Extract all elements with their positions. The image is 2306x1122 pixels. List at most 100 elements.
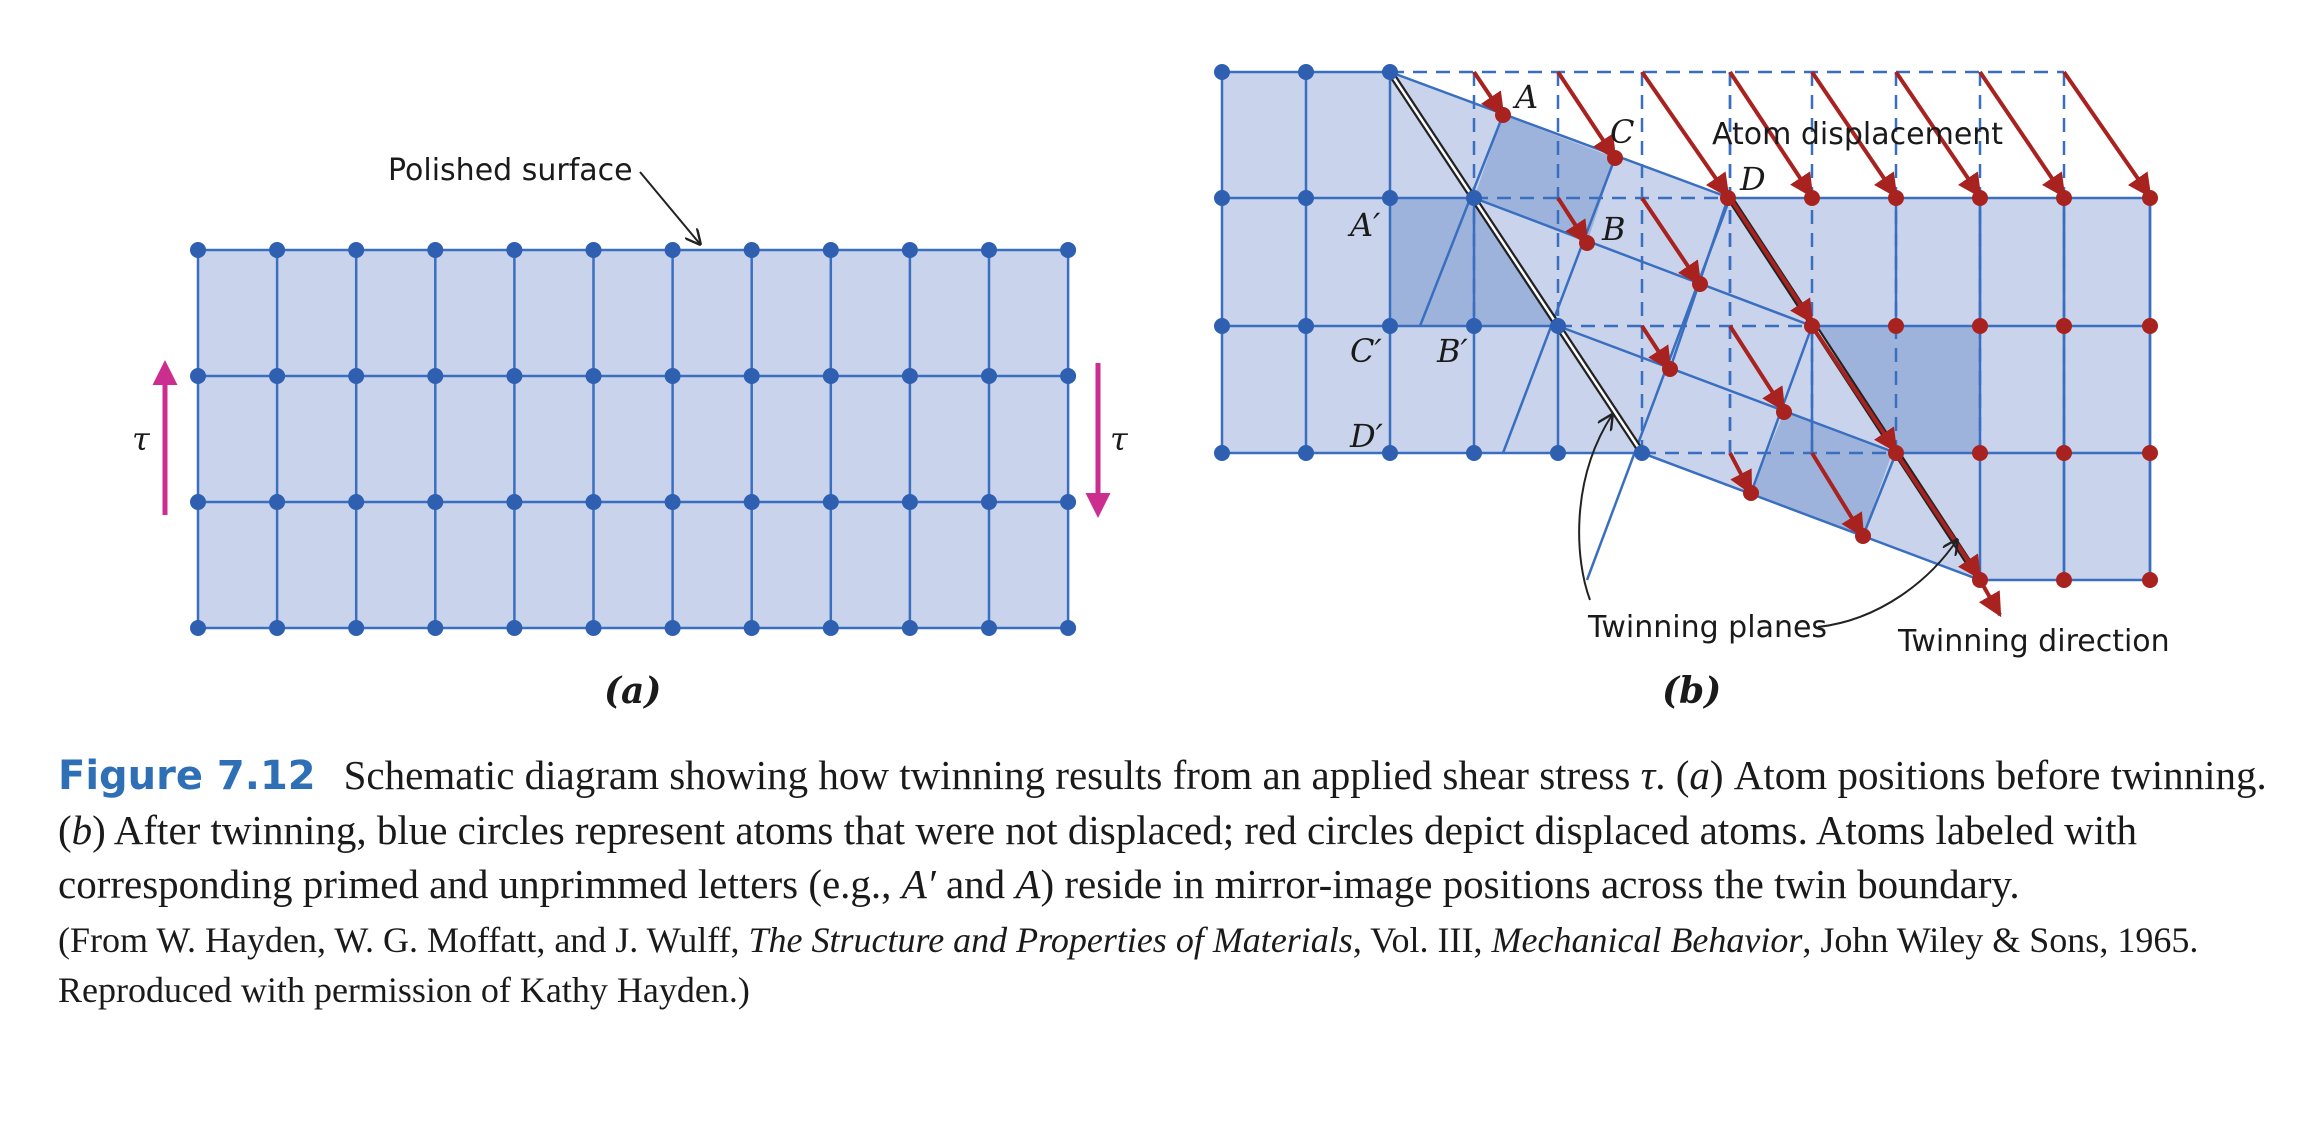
lattice-atoms [190,242,1077,636]
twinning-plane-left [1387,70,1645,455]
atom [1060,242,1077,258]
atom-label-D: D [1739,160,1766,198]
panel-a-sublabel: (a) [604,670,661,712]
atom [348,494,365,510]
atom-undisplaced [1382,190,1398,206]
atom-label-A-prime: A′ [1347,206,1381,244]
atom [664,620,681,636]
figure-caption: Figure 7.12 Schematic diagram showing how… [58,748,2288,1015]
figure-label: Figure 7.12 [58,753,316,799]
atom [1060,494,1077,510]
atom-displaced [1607,150,1623,166]
atom [743,242,760,258]
caption-text: ) reside in mirror-image positions acros… [1040,861,2020,907]
caption-tau: τ [1640,752,1656,798]
atom [981,620,997,636]
atom [822,494,839,510]
atom [269,494,286,510]
atom [585,368,602,384]
displacement-arrow [1556,196,1589,246]
caption-main: Figure 7.12 Schematic diagram showing how… [58,748,2288,911]
caption-a-prime: A′ [901,861,936,907]
atom-undisplaced [1550,318,1566,334]
tau-label-right: τ [1110,420,1129,458]
atom-displaced [1804,190,1820,206]
atom-displaced [1804,318,1820,334]
displacement-arrow [1556,70,1617,161]
highlight-twin-lower [1751,412,1892,536]
caption-text: ) Atom positions before twinning. ( [58,752,2267,853]
displacement-arrow [1640,70,1730,198]
atom-displaced [1662,361,1678,377]
atom [981,368,997,384]
atom-undisplaced [1298,190,1314,206]
atom [743,620,760,636]
displacement-arrow [1810,324,1898,453]
atom-label-B: B [1601,210,1626,248]
atom-undisplaced [1634,445,1650,461]
atom-displaced [2142,572,2158,588]
displacement-arrow [1728,70,1814,199]
atom-label-C: C [1610,113,1634,151]
twinning-planes-pointer-right [1817,540,1957,628]
atom-undisplaced [1214,64,1230,80]
twin-row-line [1641,451,1981,582]
atom-displaced [1495,107,1511,123]
lattice-atoms [1214,64,2158,588]
atom-undisplaced [1298,318,1314,334]
panel-a-lattice: Polished surface τ τ (a) [132,153,1129,712]
polished-surface-label: Polished surface [388,153,633,188]
atom-undisplaced [1382,318,1398,334]
highlight-cell-right [1812,326,1980,453]
caption-source: (From W. Hayden, W. G. Moffatt, and J. W… [58,915,2288,1015]
atom [901,494,918,510]
source-text: , Vol. III, [1352,920,1492,960]
atom-displaced [2056,445,2072,461]
atom-displaced [2056,572,2072,588]
twin-row-line [1557,324,1897,455]
atom-label-B-prime: B′ [1436,332,1469,370]
atom-undisplaced [1550,445,1566,461]
panel-b-lattice: A C D B A′ C′ B′ D′ Atom displacement Tw… [1214,64,2170,712]
atom-displaced [2056,318,2072,334]
atom-displaced [1888,190,1904,206]
atom [585,620,602,636]
source-text: , John Wiley & Sons, 1965. Reproduced wi… [58,920,2199,1010]
atom [190,242,206,258]
displacement-arrow [1978,70,2066,198]
caption-b: b [71,807,93,853]
atom-undisplaced [1382,64,1398,80]
atom-displaced [1972,445,1988,461]
twinning-direction-label: Twinning direction [1897,624,2170,659]
atom-displaced [1743,485,1759,501]
atom-displaced [1888,318,1904,334]
atom [1060,620,1077,636]
displacement-arrow [1894,451,1982,580]
atom [506,368,523,384]
atom-undisplaced [1466,445,1482,461]
atom [901,368,918,384]
atom-displaced [1972,572,1988,588]
atom [506,620,523,636]
atom [427,494,444,510]
atom-displaced [1720,190,1736,206]
displacement-arrow [1810,451,1865,539]
atom [190,368,206,384]
twin-row-line [1389,70,1731,200]
atom-displaced [2142,318,2158,334]
caption-text: . ( [1655,752,1690,798]
atom [269,368,286,384]
lattice-background [198,250,1068,628]
atom-undisplaced [1214,318,1230,334]
atom [822,242,839,258]
atom [585,242,602,258]
displacement-arrow [1728,196,1814,325]
atom [190,494,206,510]
atom [901,620,918,636]
tau-label-left: τ [132,420,151,458]
atom [348,620,365,636]
atom-displaced [2142,190,2158,206]
atom-label-C-prime: C′ [1350,332,1382,370]
atom [822,368,839,384]
